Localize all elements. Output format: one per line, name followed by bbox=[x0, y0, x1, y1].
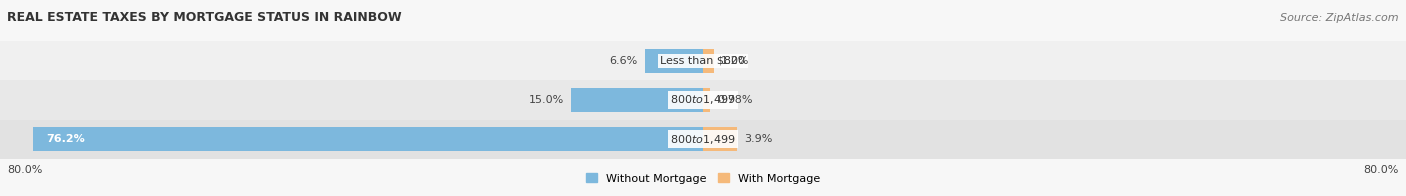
Text: 76.2%: 76.2% bbox=[46, 134, 86, 144]
Text: 6.6%: 6.6% bbox=[610, 56, 638, 66]
Text: Source: ZipAtlas.com: Source: ZipAtlas.com bbox=[1281, 13, 1399, 23]
Text: Less than $800: Less than $800 bbox=[661, 56, 745, 66]
Legend: Without Mortgage, With Mortgage: Without Mortgage, With Mortgage bbox=[586, 173, 820, 184]
Bar bbox=[571, 88, 703, 112]
Bar bbox=[645, 49, 703, 73]
Bar bbox=[703, 49, 713, 73]
Text: 80.0%: 80.0% bbox=[7, 164, 42, 175]
Bar bbox=[703, 88, 710, 112]
Text: 80.0%: 80.0% bbox=[1364, 164, 1399, 175]
Text: $800 to $1,499: $800 to $1,499 bbox=[671, 133, 735, 146]
Bar bbox=[0, 41, 1406, 80]
Text: REAL ESTATE TAXES BY MORTGAGE STATUS IN RAINBOW: REAL ESTATE TAXES BY MORTGAGE STATUS IN … bbox=[7, 11, 402, 24]
Text: 15.0%: 15.0% bbox=[529, 95, 564, 105]
Text: 0.78%: 0.78% bbox=[717, 95, 752, 105]
Bar bbox=[34, 127, 703, 151]
Text: 3.9%: 3.9% bbox=[744, 134, 773, 144]
Bar bbox=[0, 120, 1406, 159]
Text: $800 to $1,499: $800 to $1,499 bbox=[671, 93, 735, 106]
Text: 1.2%: 1.2% bbox=[721, 56, 749, 66]
Bar bbox=[703, 127, 737, 151]
Bar bbox=[0, 80, 1406, 120]
